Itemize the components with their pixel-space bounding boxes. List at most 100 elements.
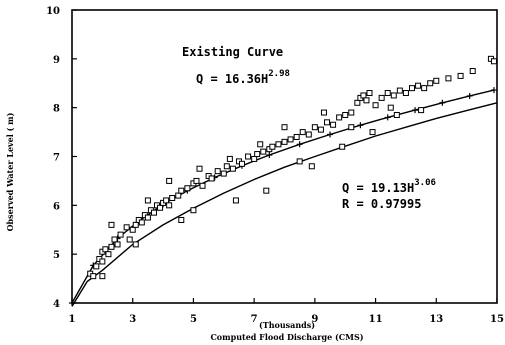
observed-point	[490, 58, 497, 65]
observed-point	[433, 77, 440, 84]
observed-point	[99, 273, 106, 280]
observed-point	[339, 143, 346, 150]
observed-point	[144, 197, 151, 204]
observed-point	[193, 177, 200, 184]
existing-curve-marker	[439, 99, 446, 106]
observed-point	[402, 90, 409, 97]
observed-point	[305, 131, 312, 138]
observed-point	[348, 109, 355, 116]
observed-point	[269, 143, 276, 150]
observed-point	[163, 197, 170, 204]
observed-point	[214, 168, 221, 175]
observed-point	[330, 121, 337, 128]
x-tick-label: 7	[251, 314, 258, 325]
observed-point	[372, 102, 379, 109]
y-tick-label: 4	[53, 299, 60, 310]
observed-point	[366, 90, 373, 97]
observed-point	[354, 99, 361, 106]
observed-point	[123, 224, 130, 231]
fitted-curve-r-value: R = 0.97995	[342, 197, 421, 211]
observed-point	[324, 119, 330, 126]
observed-point	[226, 155, 233, 162]
observed-point	[299, 129, 306, 136]
x-axis: 1 3 5 7 9 11 13 15	[69, 298, 504, 325]
existing-curve-marker	[327, 131, 334, 138]
plot-area	[71, 9, 498, 304]
observed-point	[111, 236, 118, 243]
y-tick-label: 6	[53, 201, 60, 212]
observed-point	[196, 165, 203, 172]
fitted-eq-base: Q = 19.13H	[342, 181, 414, 195]
observed-point	[427, 80, 434, 87]
observed-point	[393, 111, 400, 118]
observed-point	[421, 85, 428, 92]
x-tick-label: 1	[69, 314, 76, 325]
observed-point	[166, 202, 173, 209]
observed-point	[229, 165, 236, 172]
y-tick-label: 5	[53, 250, 60, 261]
observed-point	[150, 209, 157, 216]
observed-point	[108, 243, 115, 250]
x-tick-label: 13	[429, 314, 443, 325]
observed-point	[175, 192, 182, 199]
y-axis-label: Observed Water Level ( m)	[5, 112, 15, 231]
observed-point	[245, 153, 252, 160]
observed-point	[287, 136, 294, 143]
existing-curve-marker	[266, 152, 273, 159]
observed-point	[360, 92, 367, 99]
observed-point	[281, 124, 288, 131]
existing-eq-base: Q = 16.36H	[196, 72, 268, 86]
observed-point	[223, 163, 230, 170]
observed-point	[257, 141, 264, 148]
observed-point	[275, 141, 282, 148]
observed-point	[169, 195, 176, 202]
observed-point	[190, 207, 197, 214]
observed-point	[102, 246, 109, 253]
existing-curve-marker	[384, 114, 391, 121]
observed-point	[208, 175, 215, 182]
observed-point	[239, 160, 245, 167]
observed-point	[105, 251, 112, 258]
observed-point	[457, 72, 464, 79]
observed-point	[114, 241, 121, 248]
x-tick-label: 9	[311, 314, 318, 325]
existing-curve-equation: Q = 16.36H2.98	[196, 69, 290, 86]
observed-point	[396, 87, 403, 94]
x-tick-label: 15	[490, 314, 504, 325]
observed-point	[409, 85, 415, 92]
observed-point	[178, 216, 185, 223]
observed-point	[132, 241, 139, 248]
observed-point	[342, 111, 349, 118]
existing-curve-line	[71, 89, 495, 304]
fitted-eq-exponent: 3.06	[414, 178, 436, 188]
observed-point	[387, 104, 394, 111]
observed-point	[469, 68, 476, 75]
observed-point	[311, 124, 318, 131]
observed-point	[390, 92, 397, 99]
existing-curve-marker	[296, 141, 303, 148]
observed-point	[348, 124, 355, 131]
existing-curve-marker	[466, 92, 473, 99]
observed-point	[336, 114, 343, 121]
observed-point	[445, 75, 452, 82]
observed-point	[251, 155, 258, 162]
observed-point	[129, 226, 136, 233]
observed-point	[93, 263, 100, 270]
existing-curve-marker	[357, 122, 364, 129]
series-layer	[69, 55, 498, 307]
x-axis-label: Computed Flood Discharge (CMS)	[210, 332, 363, 342]
y-tick-label: 9	[53, 55, 60, 66]
observed-point	[99, 258, 106, 265]
observed-point	[108, 221, 115, 228]
observed-point	[199, 182, 206, 189]
observed-point	[263, 187, 270, 194]
observed-point	[281, 138, 288, 145]
observed-point	[138, 219, 145, 226]
observed-point	[184, 185, 191, 192]
y-tick-label: 10	[46, 6, 60, 17]
observed-point	[293, 133, 300, 140]
existing-curve-label: Existing Curve	[182, 45, 283, 59]
observed-point	[418, 107, 425, 114]
plot-border	[71, 9, 498, 304]
observed-point	[144, 214, 151, 221]
